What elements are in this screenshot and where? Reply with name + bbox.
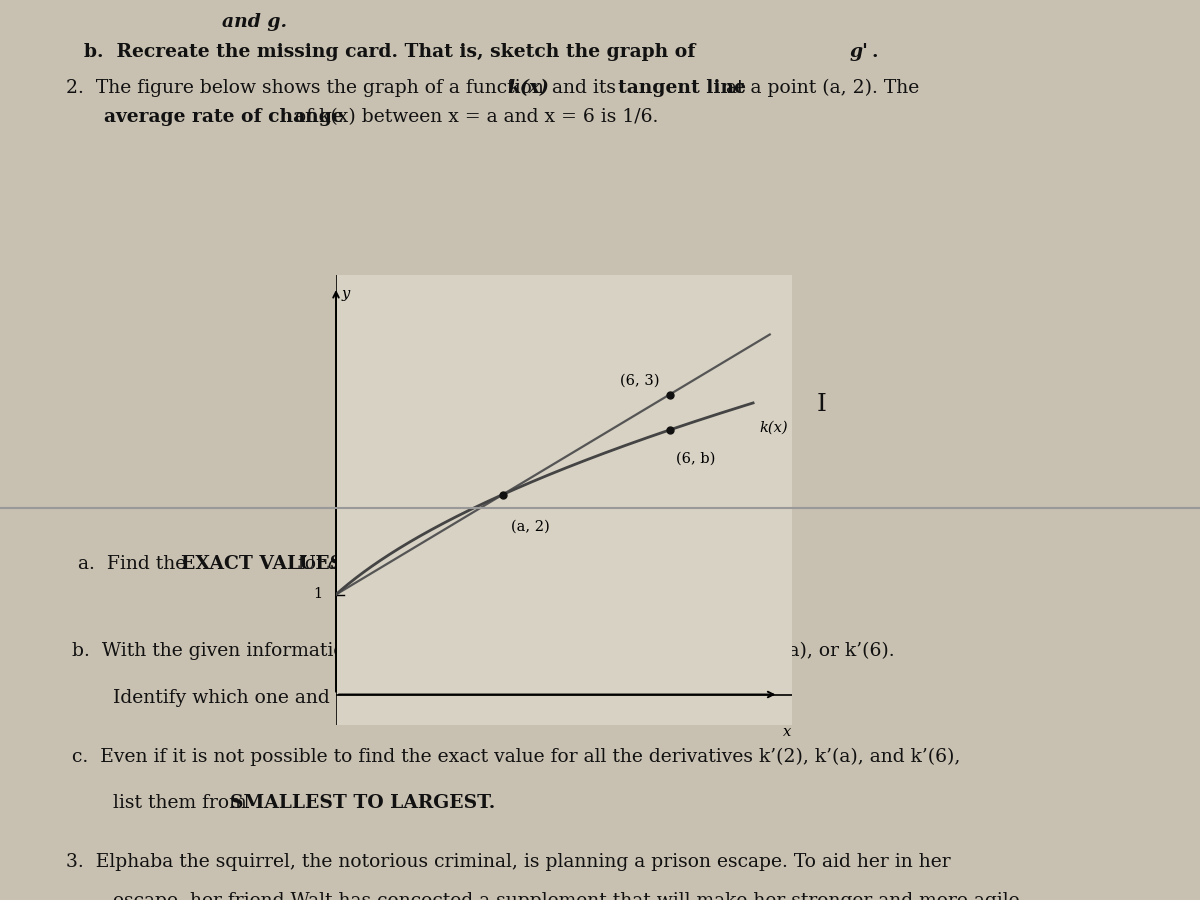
Text: g': g' [850,43,869,61]
Text: b.  Recreate the missing card. That is, sketch the graph of: b. Recreate the missing card. That is, s… [84,43,702,61]
Text: (6, 3): (6, 3) [619,374,659,388]
Text: c.  Even if it is not possible to find the exact value for all the derivatives k: c. Even if it is not possible to find th… [72,747,960,766]
Text: SMALLEST TO LARGEST.: SMALLEST TO LARGEST. [230,795,496,813]
Text: b.  With the given information, you can only compute one of either k’(2), k’(a),: b. With the given information, you can o… [72,642,895,660]
Text: and: and [343,555,390,573]
Text: x: x [782,724,791,739]
Text: EXACT VALUES: EXACT VALUES [181,555,343,573]
Text: of k(x) between x = a and x = 6 is 1/6.: of k(x) between x = a and x = 6 is 1/6. [289,108,659,126]
Text: average rate of change: average rate of change [104,108,344,126]
Text: Identify which one and find its exact value.: Identify which one and find its exact va… [113,688,521,706]
Text: 2.  The figure below shows the graph of a function: 2. The figure below shows the graph of a… [66,79,550,97]
Text: k(x): k(x) [760,421,788,435]
Text: for: for [292,555,330,573]
Text: k(x): k(x) [508,79,550,97]
Text: escape, her friend Walt has concocted a supplement that will make her stronger a: escape, her friend Walt has concocted a … [113,892,1020,900]
Text: (6, b): (6, b) [677,452,715,466]
Text: b: b [388,555,400,573]
Text: 3.  Elphaba the squirrel, the notorious criminal, is planning a prison escape. T: 3. Elphaba the squirrel, the notorious c… [66,853,950,871]
Text: tangent line: tangent line [618,79,746,97]
Text: (a, 2): (a, 2) [511,519,550,534]
Text: and g.: and g. [222,13,287,31]
Text: y: y [342,287,350,302]
Text: .: . [871,43,877,61]
Text: a.  Find the: a. Find the [78,555,192,573]
Text: I: I [817,392,827,416]
Text: .: . [402,555,408,573]
Text: 1: 1 [313,588,322,601]
Text: and its: and its [546,79,622,97]
Text: at a point (a, 2). The: at a point (a, 2). The [720,79,919,97]
Text: list them from: list them from [113,795,252,813]
Text: a: a [328,555,338,573]
